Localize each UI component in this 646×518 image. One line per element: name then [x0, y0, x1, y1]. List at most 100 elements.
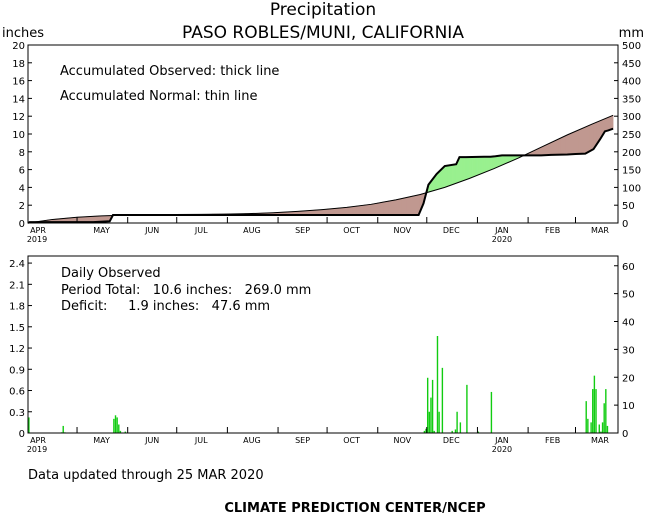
daily-bar [433, 430, 435, 433]
month-label: AUG [243, 226, 261, 235]
daily-bar [587, 418, 589, 433]
daily-bar [477, 431, 480, 433]
month-label: JAN [494, 226, 509, 235]
year-label: 2020 [492, 235, 512, 244]
left-tick-label: 1.5 [9, 323, 25, 334]
right-tick-label: 60 [622, 262, 635, 273]
right-tick-label: 20 [622, 373, 635, 384]
left-tick-label: 0 [19, 429, 25, 440]
month-label: SEP [295, 436, 310, 445]
left-tick-label: 0.6 [9, 387, 25, 398]
left-tick-label: 16 [12, 77, 25, 88]
year-label: 2020 [492, 445, 512, 454]
left-unit-label: inches [2, 26, 44, 41]
observed-line [27, 127, 614, 224]
daily-bar [593, 375, 596, 433]
month-label: DEC [443, 226, 460, 235]
left-tick-label: 8 [19, 148, 25, 159]
accumulated-lines [27, 114, 614, 224]
daily-bars [28, 336, 609, 433]
daily-bar [28, 417, 30, 433]
month-label: MAY [93, 226, 110, 235]
left-tick-label: 2 [19, 201, 25, 212]
daily-bar [114, 415, 117, 433]
daily-frame [27, 255, 619, 434]
right-tick-label: 0 [622, 429, 628, 440]
month-label: JUN [144, 436, 159, 445]
daily-heading: Daily Observed [61, 266, 161, 281]
daily-bar [430, 397, 432, 433]
left-tick-label: 2.4 [9, 259, 25, 270]
daily-bar [425, 428, 427, 433]
daily-bar [441, 367, 444, 433]
right-tick-label: 400 [622, 77, 641, 88]
daily-bar [436, 336, 439, 433]
daily-bar [595, 389, 597, 433]
left-tick-label: 1.8 [9, 302, 25, 313]
daily-bar [456, 411, 458, 433]
month-label: MAR [591, 436, 609, 445]
daily-bar [62, 425, 64, 433]
deficit-summary: Deficit: 1.9 inches: 47.6 mm [61, 299, 270, 314]
daily-bar [113, 418, 115, 433]
year-label: 2019 [27, 445, 47, 454]
fill-segment [611, 114, 614, 130]
daily-bar [590, 422, 592, 433]
left-tick-label: 20 [12, 41, 25, 52]
right-tick-label: 500 [622, 41, 641, 52]
daily-bar [585, 401, 587, 433]
month-label: OCT [343, 436, 360, 445]
station-name: PASO ROBLES/MUNI, CALIFORNIA [182, 23, 464, 43]
month-label: FEB [545, 436, 560, 445]
month-label: SEP [295, 226, 310, 235]
right-tick-label: 10 [622, 401, 635, 412]
daily-bar [600, 431, 602, 433]
right-tick-label: 30 [622, 345, 635, 356]
data-updated-note: Data updated through 25 MAR 2020 [28, 468, 264, 483]
daily-bar [451, 430, 453, 433]
daily-bar [592, 389, 594, 433]
daily-bar [603, 403, 605, 433]
month-label: FEB [545, 226, 560, 235]
daily-bar [466, 384, 468, 433]
observed-legend-note: Accumulated Observed: thick line [60, 64, 279, 79]
daily-bar [606, 425, 609, 433]
right-tick-label: 250 [622, 130, 641, 141]
accumulated-axes: 0246810121416182005010015020025030035040… [12, 41, 641, 244]
left-tick-label: 0.9 [9, 365, 25, 376]
month-label: JUL [194, 226, 208, 235]
daily-bar [428, 411, 431, 433]
left-tick-label: 18 [12, 59, 25, 70]
month-label: APR [30, 436, 46, 445]
right-tick-label: 300 [622, 112, 641, 123]
year-label: 2019 [27, 235, 47, 244]
daily-bar [601, 422, 604, 433]
left-tick-label: 10 [12, 130, 25, 141]
month-label: APR [30, 226, 46, 235]
daily-bar [423, 430, 426, 433]
left-tick-label: 1.2 [9, 344, 25, 355]
right-tick-label: 100 [622, 183, 641, 194]
daily-bar [124, 431, 127, 433]
daily-bar [431, 379, 434, 433]
daily-bar [454, 429, 457, 433]
month-label: JUL [194, 436, 208, 445]
right-unit-label: mm [619, 26, 644, 41]
month-label: NOV [393, 226, 411, 235]
month-label: JAN [494, 436, 509, 445]
left-tick-label: 2.1 [9, 280, 25, 291]
daily-bar [438, 411, 440, 433]
normal-legend-note: Accumulated Normal: thin line [60, 89, 258, 104]
daily-bar [116, 417, 118, 433]
month-label: NOV [393, 436, 411, 445]
right-tick-label: 200 [622, 148, 641, 159]
month-label: DEC [443, 436, 460, 445]
right-tick-label: 50 [622, 201, 635, 212]
chart-title: Precipitation [270, 0, 376, 20]
month-label: MAR [591, 226, 609, 235]
period-total: Period Total: 10.6 inches: 269.0 mm [61, 283, 311, 298]
daily-bar [605, 389, 607, 433]
daily-bar [426, 377, 429, 433]
daily-bar [119, 430, 122, 433]
